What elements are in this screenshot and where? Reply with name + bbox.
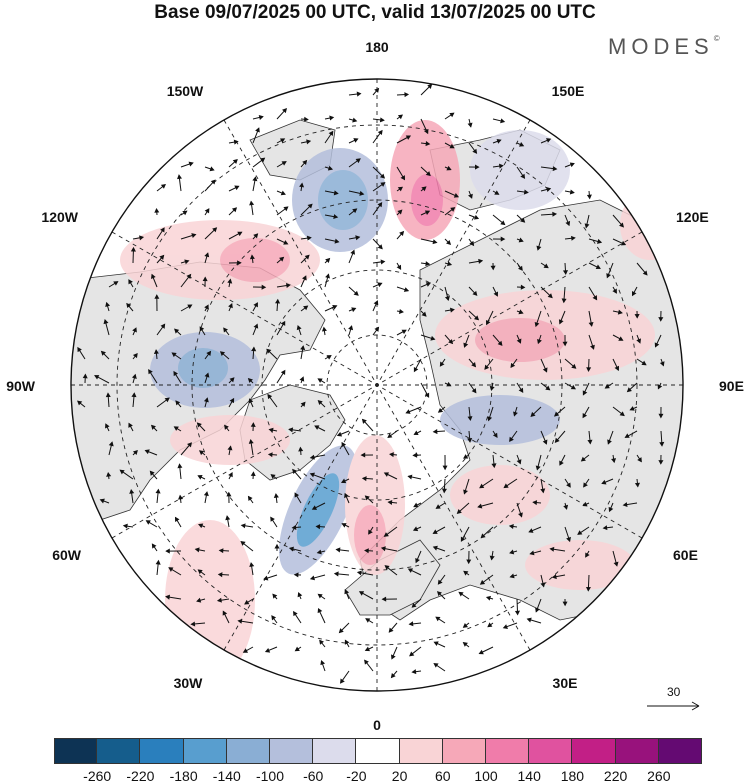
colorbar-box [184, 738, 227, 764]
lon-label-0: 0 [373, 717, 381, 733]
pos-anomaly-atlantic [165, 520, 255, 680]
reference-vector-label: 30 [667, 685, 680, 699]
lon-label-180: 180 [365, 39, 389, 55]
colorbar-box [356, 738, 399, 764]
pos-anomaly-east-asia [620, 190, 680, 260]
colorbar-tick-label: -180 [170, 768, 198, 784]
colorbar-tick-label: 60 [435, 768, 451, 784]
lon-label-60e: 60E [673, 547, 698, 563]
lon-label-120e: 120E [676, 209, 709, 225]
colorbar-box [54, 738, 97, 764]
colorbar-tick-label: -60 [303, 768, 323, 784]
map-disc [60, 70, 700, 710]
pos-anomaly-europe [525, 540, 635, 590]
lon-label-150e: 150E [552, 83, 585, 99]
colorbar-box [659, 738, 702, 764]
lon-label-150w: 150W [167, 83, 204, 99]
colorbar-tick-label: 180 [561, 768, 584, 784]
pos-anomaly-canada-core [220, 238, 290, 282]
colorbar-tick-label: 100 [474, 768, 497, 784]
colorbar-box [529, 738, 572, 764]
colorbar-tick-label: 140 [518, 768, 541, 784]
colorbar-box [227, 738, 270, 764]
colorbar-box [313, 738, 356, 764]
colorbar-box [616, 738, 659, 764]
colorbar-box [443, 738, 486, 764]
colorbar-box [572, 738, 615, 764]
colorbar-tick-label: 20 [392, 768, 408, 784]
neg-anomaly-hudson-core [178, 348, 228, 388]
colorbar-tick-label: -260 [83, 768, 111, 784]
neg-anomaly-alaska-core [318, 170, 368, 230]
colorbar [54, 738, 702, 764]
neg-anomaly-kara [440, 395, 560, 445]
lon-label-90w: 90W [6, 378, 36, 394]
colorbar-tick-label: -220 [126, 768, 154, 784]
lon-label-60w: 60W [52, 547, 82, 563]
colorbar-tick-label: 260 [647, 768, 670, 784]
colorbar-tick-label: -140 [213, 768, 241, 784]
lon-label-90e: 90E [719, 378, 744, 394]
colorbar-box [97, 738, 140, 764]
colorbar-box [486, 738, 529, 764]
lon-label-30w: 30W [174, 675, 204, 691]
pos-anomaly-norway-core [354, 505, 386, 565]
colorbar-box [400, 738, 443, 764]
pos-anomaly-labrador [170, 415, 290, 465]
colorbar-box [270, 738, 313, 764]
colorbar-tick-label: -100 [256, 768, 284, 784]
colorbar-tick-label: -20 [346, 768, 366, 784]
colorbar-tick-label: 220 [604, 768, 627, 784]
lon-label-120w: 120W [41, 209, 78, 225]
pos-anomaly-bering-core [411, 174, 443, 226]
lon-label-30e: 30E [553, 675, 578, 691]
colorbar-box [140, 738, 183, 764]
reference-vector [647, 702, 699, 710]
pos-anomaly-urals [450, 465, 550, 525]
